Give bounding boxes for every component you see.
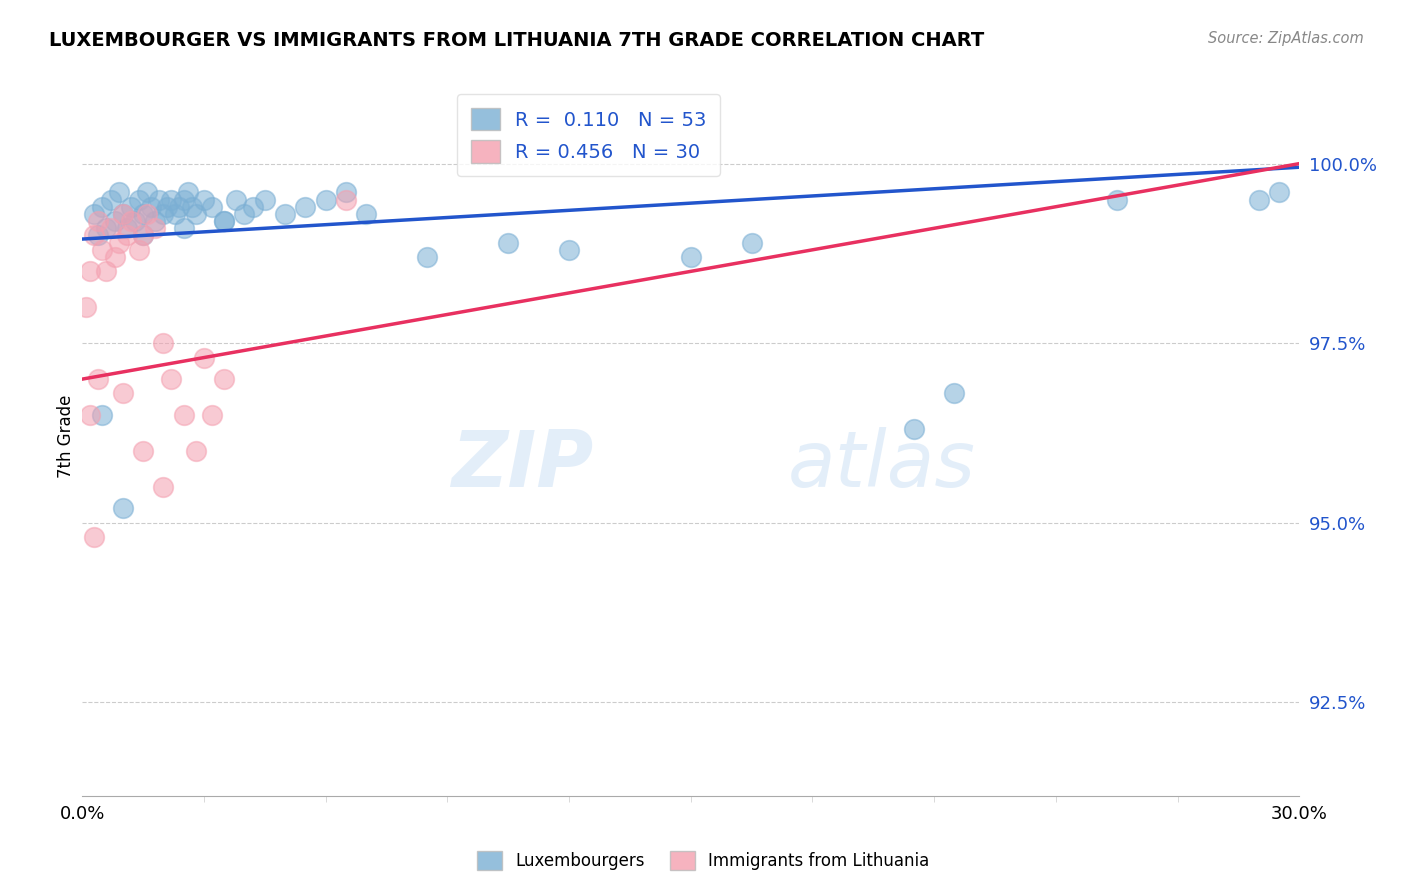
Legend: R =  0.110   N = 53, R = 0.456   N = 30: R = 0.110 N = 53, R = 0.456 N = 30 (457, 95, 720, 177)
Point (558, 243, 581, 257)
Point (103, 250, 125, 264)
Point (253, 193, 276, 207)
Point (128, 193, 150, 207)
Point (180, 200, 202, 214)
Point (115, 228, 138, 243)
Point (96, 221, 118, 235)
Text: ZIP: ZIP (451, 427, 593, 503)
Point (152, 480, 174, 494)
Point (136, 186, 159, 200)
Point (79, 408, 101, 422)
Point (132, 207, 155, 221)
Point (160, 372, 183, 386)
Point (201, 408, 224, 422)
Point (83, 207, 105, 221)
Point (212, 214, 235, 228)
Point (1105, 193, 1128, 207)
Point (496, 235, 519, 250)
Point (741, 235, 763, 250)
Point (91, 200, 114, 214)
Point (335, 193, 357, 207)
Point (233, 207, 256, 221)
Point (132, 228, 155, 243)
Point (1268, 186, 1291, 200)
Point (156, 200, 179, 214)
Point (83, 228, 105, 243)
Point (294, 200, 316, 214)
Point (165, 207, 187, 221)
Point (152, 336, 174, 351)
Point (152, 207, 174, 221)
Point (225, 193, 247, 207)
Text: Source: ZipAtlas.com: Source: ZipAtlas.com (1208, 31, 1364, 46)
Legend: Luxembourgers, Immigrants from Lithuania: Luxembourgers, Immigrants from Lithuania (470, 844, 936, 877)
Point (100, 193, 122, 207)
Point (139, 200, 162, 214)
Point (87, 228, 110, 243)
Point (111, 207, 134, 221)
Point (184, 444, 207, 458)
Point (91, 243, 114, 257)
Point (212, 372, 235, 386)
Point (242, 200, 264, 214)
Point (79, 264, 101, 278)
Point (143, 221, 166, 235)
Point (111, 386, 134, 401)
Point (136, 207, 159, 221)
Point (132, 444, 155, 458)
Point (1247, 193, 1270, 207)
Point (184, 207, 207, 221)
Point (354, 207, 377, 221)
Point (274, 207, 297, 221)
Point (75, 301, 97, 315)
Point (193, 351, 215, 365)
Point (120, 200, 142, 214)
Point (212, 214, 235, 228)
Point (124, 214, 146, 228)
Point (115, 221, 138, 235)
Point (173, 221, 195, 235)
Point (201, 200, 224, 214)
Text: LUXEMBOURGER VS IMMIGRANTS FROM LITHUANIA 7TH GRADE CORRELATION CHART: LUXEMBOURGER VS IMMIGRANTS FROM LITHUANI… (49, 31, 984, 50)
Point (943, 386, 966, 401)
Point (148, 193, 170, 207)
Point (83, 530, 105, 544)
Point (132, 228, 155, 243)
Point (416, 250, 439, 264)
Point (111, 207, 134, 221)
Point (87, 214, 110, 228)
Point (169, 200, 191, 214)
Point (100, 221, 122, 235)
Point (173, 193, 195, 207)
Text: atlas: atlas (787, 427, 976, 503)
Point (107, 186, 129, 200)
Point (903, 422, 925, 436)
Point (160, 193, 183, 207)
Point (176, 186, 198, 200)
Point (193, 193, 215, 207)
Point (679, 250, 702, 264)
Y-axis label: 7th Grade: 7th Grade (58, 395, 75, 478)
Point (107, 235, 129, 250)
Point (120, 214, 142, 228)
Point (91, 408, 114, 422)
Point (96, 264, 118, 278)
Point (128, 243, 150, 257)
Point (315, 193, 337, 207)
Point (335, 186, 357, 200)
Point (173, 408, 195, 422)
Point (103, 214, 125, 228)
Point (111, 501, 134, 516)
Point (87, 372, 110, 386)
Point (143, 214, 166, 228)
